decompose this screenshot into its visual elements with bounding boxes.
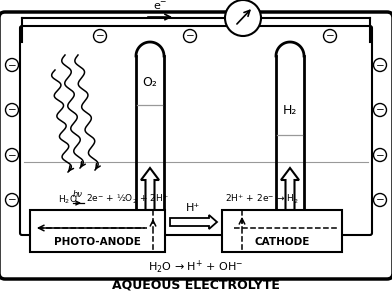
Text: AQUEOUS ELECTROLYTE: AQUEOUS ELECTROLYTE	[112, 278, 280, 291]
Text: −: −	[376, 150, 385, 160]
Text: e$^{-}$: e$^{-}$	[153, 1, 167, 12]
Text: −: −	[7, 150, 16, 160]
Text: −: −	[376, 61, 385, 70]
Circle shape	[94, 29, 107, 42]
Text: CATHODE: CATHODE	[254, 237, 310, 247]
FancyArrow shape	[170, 215, 217, 229]
Text: −: −	[376, 196, 385, 206]
Text: H$_2$O: H$_2$O	[58, 194, 78, 206]
Circle shape	[5, 194, 18, 206]
Circle shape	[225, 0, 261, 36]
Text: H₂: H₂	[283, 104, 297, 116]
Circle shape	[5, 104, 18, 116]
Text: 2H$^{+}$ + 2e$^{-}$ → H$_2$: 2H$^{+}$ + 2e$^{-}$ → H$_2$	[225, 193, 299, 206]
Circle shape	[183, 29, 196, 42]
Text: H⁺: H⁺	[186, 203, 201, 213]
Text: PHOTO-ANODE: PHOTO-ANODE	[54, 237, 141, 247]
Circle shape	[323, 29, 336, 42]
FancyBboxPatch shape	[20, 26, 372, 235]
Circle shape	[374, 148, 387, 162]
Text: −: −	[7, 196, 16, 206]
Text: −: −	[96, 32, 104, 42]
Text: −: −	[326, 32, 334, 42]
Circle shape	[5, 58, 18, 72]
Text: O₂: O₂	[143, 76, 158, 88]
Text: −: −	[186, 32, 194, 42]
Text: H$_2$O → H$^{+}$ + OH$^{-}$: H$_2$O → H$^{+}$ + OH$^{-}$	[148, 259, 244, 275]
Text: −: −	[7, 105, 16, 116]
Circle shape	[374, 58, 387, 72]
Bar	[222, 210, 342, 252]
FancyArrow shape	[141, 168, 159, 210]
Text: hν: hν	[73, 190, 83, 199]
Bar	[30, 210, 165, 252]
FancyArrow shape	[281, 168, 299, 210]
Circle shape	[374, 194, 387, 206]
Circle shape	[374, 104, 387, 116]
Text: −: −	[7, 61, 16, 70]
Text: 2e$^{-}$ + ½O$_2$ + 2H$^{+}$: 2e$^{-}$ + ½O$_2$ + 2H$^{+}$	[86, 193, 169, 206]
Circle shape	[5, 148, 18, 162]
FancyBboxPatch shape	[0, 12, 392, 279]
Text: −: −	[376, 105, 385, 116]
